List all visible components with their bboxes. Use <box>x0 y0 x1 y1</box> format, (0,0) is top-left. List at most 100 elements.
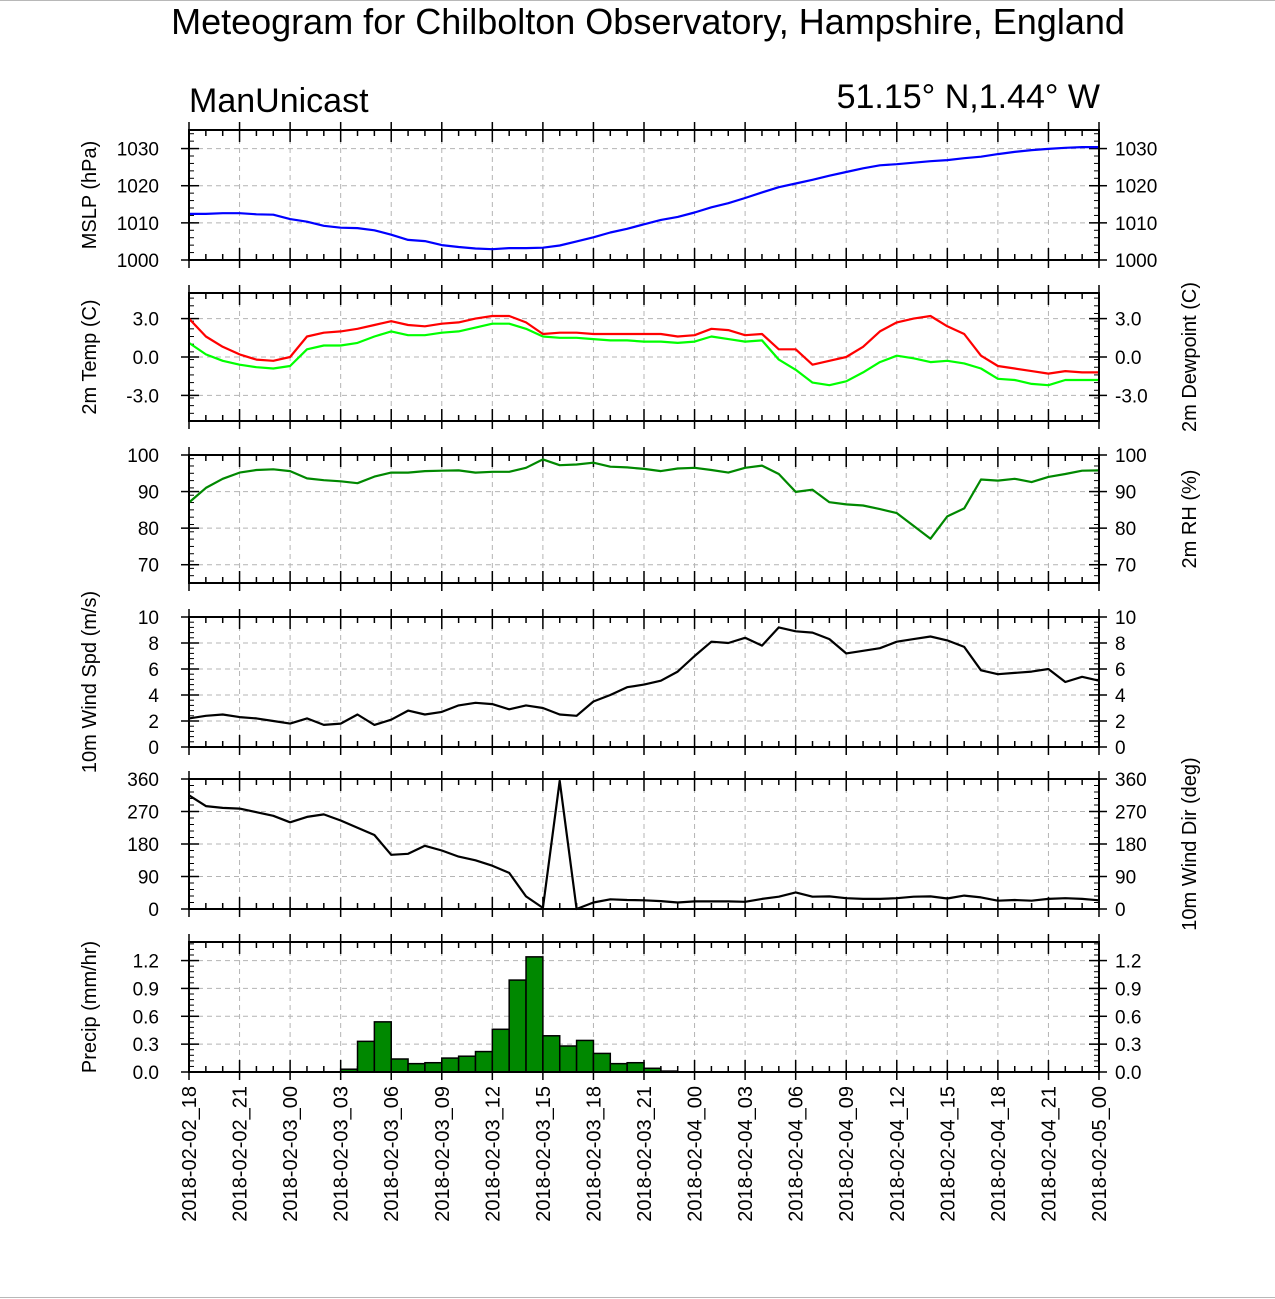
y-tick-label-right: 1.2 <box>1115 952 1141 973</box>
y-tick-label-left: 6 <box>148 660 159 681</box>
y-tick-label-right: 1010 <box>1115 214 1157 235</box>
x-tick-label: 2018-02-03_09 <box>432 1086 454 1222</box>
y-tick-label-left: 360 <box>127 770 159 791</box>
y-tick-label-right: 0.6 <box>1115 1007 1141 1028</box>
y-tick-label-left: 1030 <box>117 140 159 161</box>
wind-speed-panel: 0 0 2 2 4 4 6 6 8 8 10 10 10m Wind Spd (m/s) <box>79 591 1136 773</box>
mslp-ylabel-left: MSLP (hPa) <box>79 141 101 250</box>
y-tick-label-left: 0.0 <box>133 1063 159 1084</box>
y-tick-label-left: 90 <box>138 868 159 889</box>
wind-dir-frame <box>188 778 1100 910</box>
y-tick-label-left: 4 <box>148 686 159 707</box>
y-tick-label-left: 1010 <box>117 214 159 235</box>
x-tick-label: 2018-02-04_12 <box>887 1086 909 1222</box>
precip-ylabel-left: Precip (mm/hr) <box>79 941 101 1073</box>
precip-bar <box>441 1057 460 1073</box>
y-tick-label-left: 0.9 <box>133 979 159 1000</box>
y-tick-label-right: -3.0 <box>1115 386 1148 407</box>
rh-frame <box>188 454 1100 584</box>
y-tick-label-left: 0.6 <box>133 1007 159 1028</box>
x-tick-label: 2018-02-02_18 <box>179 1086 201 1222</box>
temp-series-line <box>188 322 1099 387</box>
precip-bar <box>558 1045 578 1073</box>
precip-bar <box>626 1061 645 1073</box>
temp-ylabel-right: 2m Dewpoint (C) <box>1179 282 1201 432</box>
y-tick-label-right: 1020 <box>1115 177 1157 198</box>
y-tick-label-right: 90 <box>1115 483 1136 504</box>
y-tick-label-left: 70 <box>138 556 159 577</box>
x-tick-label: 2018-02-04_03 <box>735 1086 757 1222</box>
precip-bar <box>575 1039 595 1073</box>
y-tick-label-left: 8 <box>148 634 159 655</box>
precip-frame <box>188 941 1100 1073</box>
y-tick-label-left: 270 <box>127 803 159 824</box>
precip-bar <box>609 1062 628 1073</box>
x-tick-label: 2018-02-03_00 <box>280 1086 302 1222</box>
mslp-series-line <box>189 146 1099 251</box>
y-tick-label-right: 3.0 <box>1115 310 1141 331</box>
y-tick-label-left: 1000 <box>117 251 159 272</box>
x-tick-label: 2018-02-04_06 <box>786 1086 808 1222</box>
x-axis: 2018-02-02_18 2018-02-02_21 2018-02-03_00 2… <box>179 1086 1111 1222</box>
y-tick-label-right: 360 <box>1115 770 1147 791</box>
y-tick-label-right: 4 <box>1115 686 1126 707</box>
x-tick-label: 2018-02-03_12 <box>482 1086 504 1222</box>
precip-bar <box>356 1040 376 1073</box>
window-bottom-edge <box>0 1297 1275 1298</box>
wind-speed-ylabel-left: 10m Wind Spd (m/s) <box>79 591 101 773</box>
x-tick-label: 2018-02-04_09 <box>836 1086 858 1222</box>
mslp-frame <box>188 129 1100 261</box>
precip-bar <box>542 1035 561 1073</box>
mslp-panel: 1000 1000 1010 1010 1020 1020 1030 1030 MSLP (hP… <box>79 122 1157 272</box>
precip-bar <box>407 1062 426 1073</box>
y-tick-label-right: 8 <box>1115 634 1126 655</box>
precip-bar <box>474 1050 494 1073</box>
wind-speed-series-line <box>188 626 1100 727</box>
y-tick-label-left: 80 <box>138 519 159 540</box>
y-tick-label-left: 0 <box>148 900 159 921</box>
y-tick-label-right: 100 <box>1115 446 1147 467</box>
window-top-edge <box>0 0 1275 1</box>
y-tick-label-left: 2 <box>148 712 159 733</box>
precip-bar <box>424 1061 443 1073</box>
y-tick-label-left: 0 <box>148 738 159 759</box>
y-tick-label-left: -3.0 <box>126 386 159 407</box>
y-tick-label-left: 0.0 <box>133 348 159 369</box>
y-tick-label-right: 0 <box>1115 738 1126 759</box>
y-tick-label-right: 0.9 <box>1115 979 1141 1000</box>
y-tick-label-left: 180 <box>127 835 159 856</box>
y-tick-label-left: 1.2 <box>133 952 159 973</box>
y-tick-label-right: 0.3 <box>1115 1035 1141 1056</box>
x-tick-label: 2018-02-03_18 <box>583 1086 605 1222</box>
y-tick-label-left: 90 <box>138 483 159 504</box>
location-label: 51.15° N,1.44° W <box>837 78 1100 116</box>
x-tick-label: 2018-02-04_00 <box>685 1086 707 1222</box>
wind-dir-series-line <box>188 779 1100 911</box>
x-tick-label: 2018-02-05_00 <box>1089 1086 1111 1222</box>
y-tick-label-right: 0.0 <box>1115 348 1141 369</box>
y-tick-label-right: 1000 <box>1115 251 1157 272</box>
temp-ylabel-left: 2m Temp (C) <box>79 299 101 414</box>
x-tick-label: 2018-02-04_15 <box>937 1086 959 1222</box>
x-tick-label: 2018-02-03_06 <box>381 1086 403 1222</box>
y-tick-label-right: 2 <box>1115 712 1126 733</box>
y-tick-label-right: 70 <box>1115 556 1136 577</box>
x-tick-label: 2018-02-03_21 <box>634 1086 656 1222</box>
rh-panel: 70 70 80 80 90 90 100 100 2m RH (%) <box>127 446 1201 591</box>
wind-speed-frame <box>188 616 1100 748</box>
y-tick-label-left: 3.0 <box>133 310 159 331</box>
precip-bar <box>373 1021 392 1073</box>
y-tick-label-right: 1030 <box>1115 140 1157 161</box>
y-tick-label-left: 1020 <box>117 177 159 198</box>
y-tick-label-left: 10 <box>138 608 159 629</box>
precip-panel: 0.0 0.0 0.3 0.3 0.6 0.6 0.9 0.9 1.2 1.2 Precip (mm… <box>79 934 1141 1084</box>
y-tick-label-right: 10 <box>1115 608 1136 629</box>
rh-ylabel-right: 2m RH (%) <box>1179 470 1201 569</box>
y-tick-label-left: 100 <box>127 446 159 467</box>
model-label: ManUnicast <box>189 82 369 120</box>
rh-series-line <box>188 458 1100 540</box>
y-tick-label-right: 80 <box>1115 519 1136 540</box>
precip-bar <box>457 1055 477 1073</box>
